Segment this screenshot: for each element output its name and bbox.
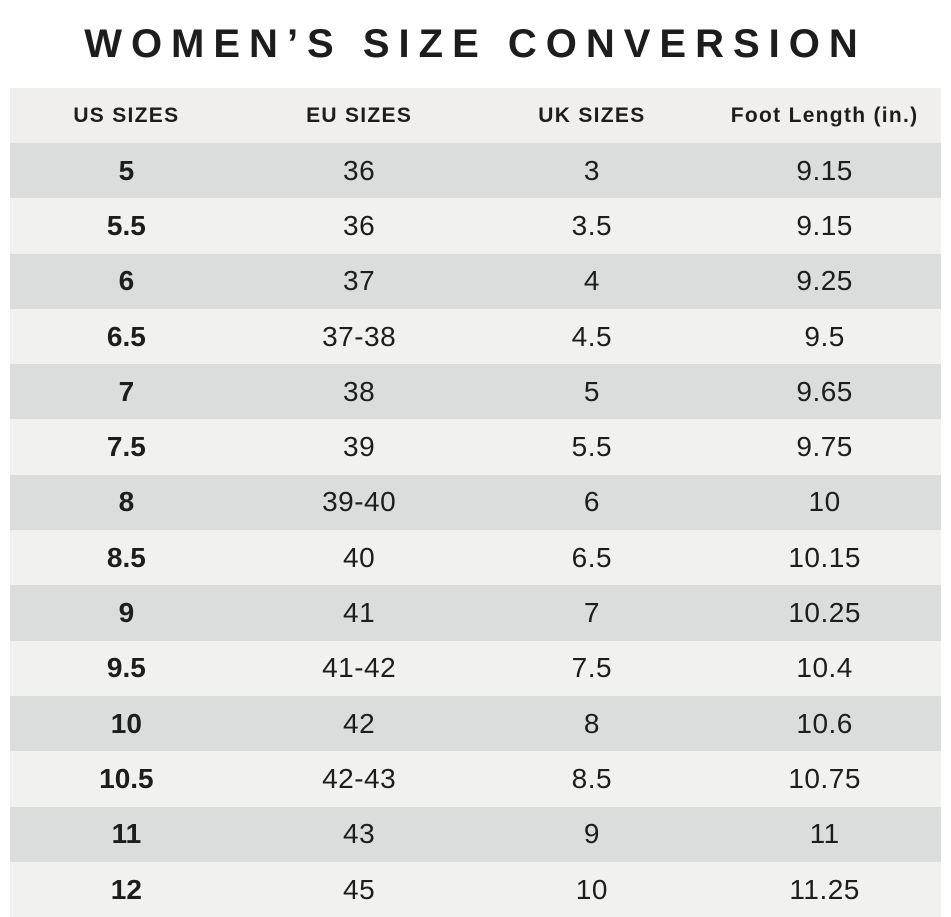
us-size-cell: 5.5 bbox=[106, 209, 146, 241]
us-size-cell: 6 bbox=[118, 265, 135, 297]
table-row: 8 39-40 6 10 bbox=[10, 474, 941, 531]
table-row: 10.5 42-43 8.5 10.75 bbox=[10, 751, 941, 807]
size-cell: 3 bbox=[583, 154, 600, 186]
size-cell: 42-43 bbox=[322, 762, 397, 794]
size-cell: 39 bbox=[343, 431, 376, 463]
size-cell: 3.5 bbox=[571, 209, 613, 241]
size-cell: 9.5 bbox=[804, 320, 845, 352]
size-cell: 5.5 bbox=[571, 431, 613, 463]
size-cell: 4.5 bbox=[571, 320, 613, 352]
size-cell: 8 bbox=[583, 707, 600, 739]
us-size-cell: 6.5 bbox=[106, 320, 146, 352]
table-row: 10 42 8 10.6 bbox=[10, 695, 941, 752]
size-cell: 9.15 bbox=[796, 154, 853, 186]
size-cell: 37-38 bbox=[322, 320, 397, 352]
size-cell: 10.4 bbox=[796, 652, 853, 684]
column-header: Foot Length (in.) bbox=[730, 103, 919, 127]
page-title: WOMEN’S SIZE CONVERSION bbox=[84, 21, 867, 66]
title-block: WOMEN’S SIZE CONVERSION bbox=[0, 0, 951, 88]
size-cell: 43 bbox=[343, 818, 376, 850]
size-cell: 11.25 bbox=[789, 873, 860, 905]
us-size-cell: 7 bbox=[118, 375, 135, 407]
size-cell: 38 bbox=[343, 375, 376, 407]
size-cell: 9 bbox=[583, 818, 600, 850]
size-cell: 10 bbox=[808, 486, 841, 518]
us-size-cell: 5 bbox=[118, 154, 135, 186]
us-size-cell: 9.5 bbox=[106, 652, 146, 684]
size-cell: 7.5 bbox=[571, 652, 613, 684]
size-cell: 41-42 bbox=[322, 652, 397, 684]
us-size-cell: 9 bbox=[118, 597, 135, 629]
size-cell: 10 bbox=[575, 873, 608, 905]
table-row: 11 43 9 11 bbox=[10, 806, 941, 862]
size-cell: 9.65 bbox=[796, 375, 853, 407]
size-cell: 9.25 bbox=[796, 265, 853, 297]
size-cell: 41 bbox=[343, 597, 376, 629]
table-row: 5 36 3 9.15 bbox=[10, 143, 941, 199]
size-cell: 7 bbox=[583, 597, 600, 629]
column-header: US SIZES bbox=[73, 103, 180, 127]
table-row: 9 41 7 10.25 bbox=[10, 585, 941, 641]
table-header-row: US SIZES EU SIZES UK SIZES Foot Length (in.… bbox=[10, 88, 941, 143]
size-cell: 9.15 bbox=[796, 209, 853, 241]
table-row: 8.5 40 6.5 10.15 bbox=[10, 530, 941, 586]
column-header: UK SIZES bbox=[538, 103, 646, 127]
table-row: 5.5 36 3.5 9.15 bbox=[10, 198, 941, 254]
size-cell: 6.5 bbox=[571, 541, 613, 573]
table-row: 12 45 10 11.25 bbox=[10, 861, 941, 917]
size-cell: 37 bbox=[343, 265, 376, 297]
table-row: 9.5 41-42 7.5 10.4 bbox=[10, 640, 941, 696]
size-cell: 10.25 bbox=[788, 597, 861, 629]
size-cell: 40 bbox=[343, 541, 376, 573]
size-cell: 4 bbox=[583, 265, 600, 297]
us-size-cell: 8 bbox=[118, 486, 135, 518]
size-cell: 10.6 bbox=[796, 707, 853, 739]
conversion-table: US SIZES EU SIZES UK SIZES Foot Length (in.… bbox=[10, 88, 941, 917]
table-row: 7.5 39 5.5 9.75 bbox=[10, 419, 941, 475]
size-cell: 9.75 bbox=[796, 431, 853, 463]
size-cell: 8.5 bbox=[571, 762, 613, 794]
us-size-cell: 10.5 bbox=[99, 762, 154, 794]
size-cell: 39-40 bbox=[322, 486, 397, 518]
table-row: 6 37 4 9.25 bbox=[10, 253, 941, 309]
size-cell: 42 bbox=[343, 707, 376, 739]
size-cell: 11 bbox=[809, 818, 840, 850]
size-cell: 36 bbox=[343, 209, 376, 241]
size-cell: 6 bbox=[583, 486, 600, 518]
us-size-cell: 7.5 bbox=[106, 431, 146, 463]
size-cell: 36 bbox=[343, 154, 376, 186]
size-cell: 10.15 bbox=[788, 541, 861, 573]
us-size-cell: 11 bbox=[111, 818, 142, 850]
table-row: 7 38 5 9.65 bbox=[10, 364, 941, 420]
table-row: 6.5 37-38 4.5 9.5 bbox=[10, 308, 941, 365]
size-cell: 5 bbox=[583, 375, 600, 407]
us-size-cell: 10 bbox=[110, 707, 142, 739]
column-header: EU SIZES bbox=[306, 103, 413, 127]
size-cell: 10.75 bbox=[788, 762, 861, 794]
size-cell: 45 bbox=[343, 873, 376, 905]
us-size-cell: 12 bbox=[110, 873, 142, 905]
us-size-cell: 8.5 bbox=[106, 541, 146, 573]
